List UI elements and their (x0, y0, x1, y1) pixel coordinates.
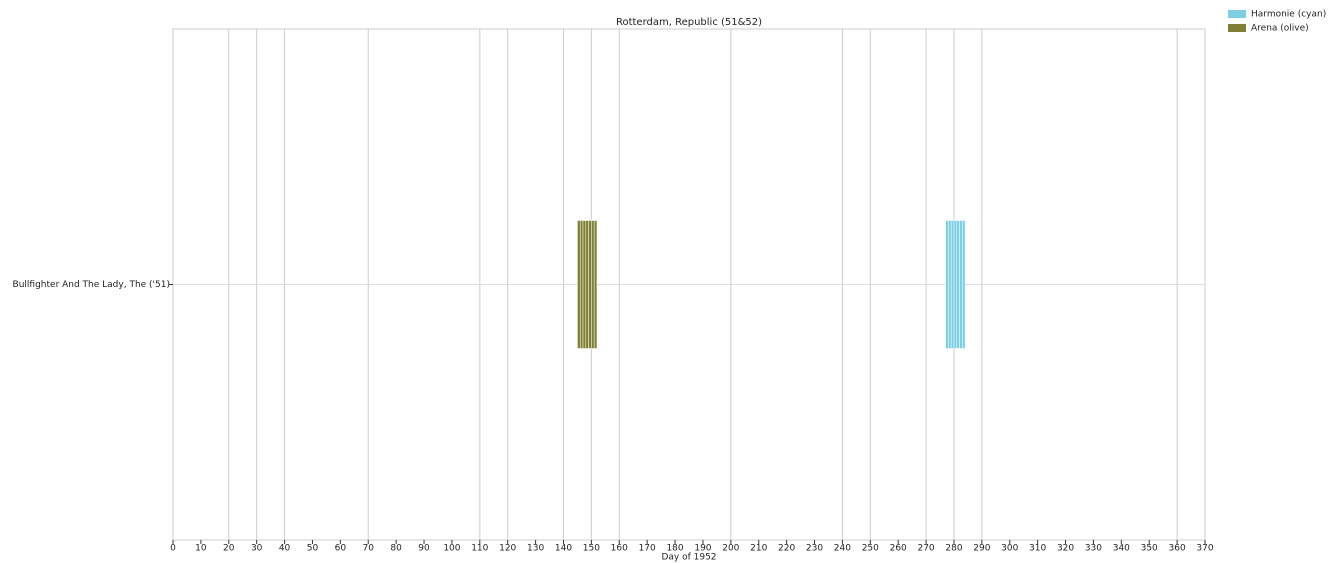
legend-swatch (1228, 24, 1246, 32)
x-tick-label: 320 (1057, 544, 1074, 554)
bar (962, 220, 966, 349)
chart-title: Rotterdam, Republic (51&52) (616, 17, 762, 28)
x-tick-label: 250 (862, 544, 879, 554)
x-tick-label: 130 (527, 544, 544, 554)
bar (959, 220, 963, 349)
x-axis-label: Day of 1952 (661, 553, 716, 563)
y-tick-label: Bullfighter And The Lady, The ('51) (13, 280, 170, 290)
x-tick-label: 40 (279, 544, 291, 554)
x-tick-label: 210 (750, 544, 767, 554)
bar (953, 220, 958, 349)
x-tick-label: 200 (722, 544, 739, 554)
bar (950, 220, 955, 349)
x-tick-label: 80 (390, 544, 402, 554)
legend-label: Arena (olive) (1251, 24, 1309, 34)
x-tick-label: 220 (778, 544, 795, 554)
legend-label: Harmonie (cyan) (1251, 10, 1326, 20)
bar (582, 220, 587, 349)
x-tick-label: 120 (499, 544, 516, 554)
x-tick-label: 340 (1113, 544, 1130, 554)
x-tick-label: 270 (917, 544, 934, 554)
x-tick-label: 290 (973, 544, 990, 554)
x-tick-label: 70 (363, 544, 375, 554)
x-tick-label: 90 (418, 544, 430, 554)
x-tick-label: 300 (1001, 544, 1018, 554)
x-tick-label: 230 (806, 544, 823, 554)
x-tick-label: 20 (223, 544, 235, 554)
x-tick-label: 180 (666, 544, 683, 554)
x-tick-label: 240 (834, 544, 851, 554)
x-tick-label: 150 (583, 544, 600, 554)
bar (591, 220, 595, 349)
x-tick-label: 350 (1141, 544, 1158, 554)
bar (577, 220, 581, 349)
x-tick-label: 60 (335, 544, 347, 554)
x-tick-label: 100 (443, 544, 460, 554)
x-tick-label: 50 (307, 544, 319, 554)
bar (585, 220, 589, 349)
bar (956, 220, 960, 349)
bar (945, 220, 949, 349)
x-tick-label: 110 (471, 544, 488, 554)
x-tick-label: 260 (890, 544, 907, 554)
x-tick-label: 170 (639, 544, 656, 554)
bar (588, 220, 592, 349)
x-tick-label: 30 (251, 544, 263, 554)
bar (593, 220, 598, 349)
x-tick-label: 330 (1085, 544, 1102, 554)
x-tick-label: 190 (694, 544, 711, 554)
bar (579, 220, 584, 349)
x-tick-label: 370 (1196, 544, 1213, 554)
x-tick-label: 310 (1029, 544, 1046, 554)
x-tick-label: 280 (945, 544, 962, 554)
legend-swatch (1228, 10, 1246, 18)
x-tick-label: 10 (195, 544, 207, 554)
x-tick-label: 0 (170, 544, 176, 554)
x-tick-label: 160 (611, 544, 628, 554)
x-tick-label: 360 (1169, 544, 1186, 554)
bar (948, 220, 952, 349)
x-tick-label: 140 (555, 544, 572, 554)
